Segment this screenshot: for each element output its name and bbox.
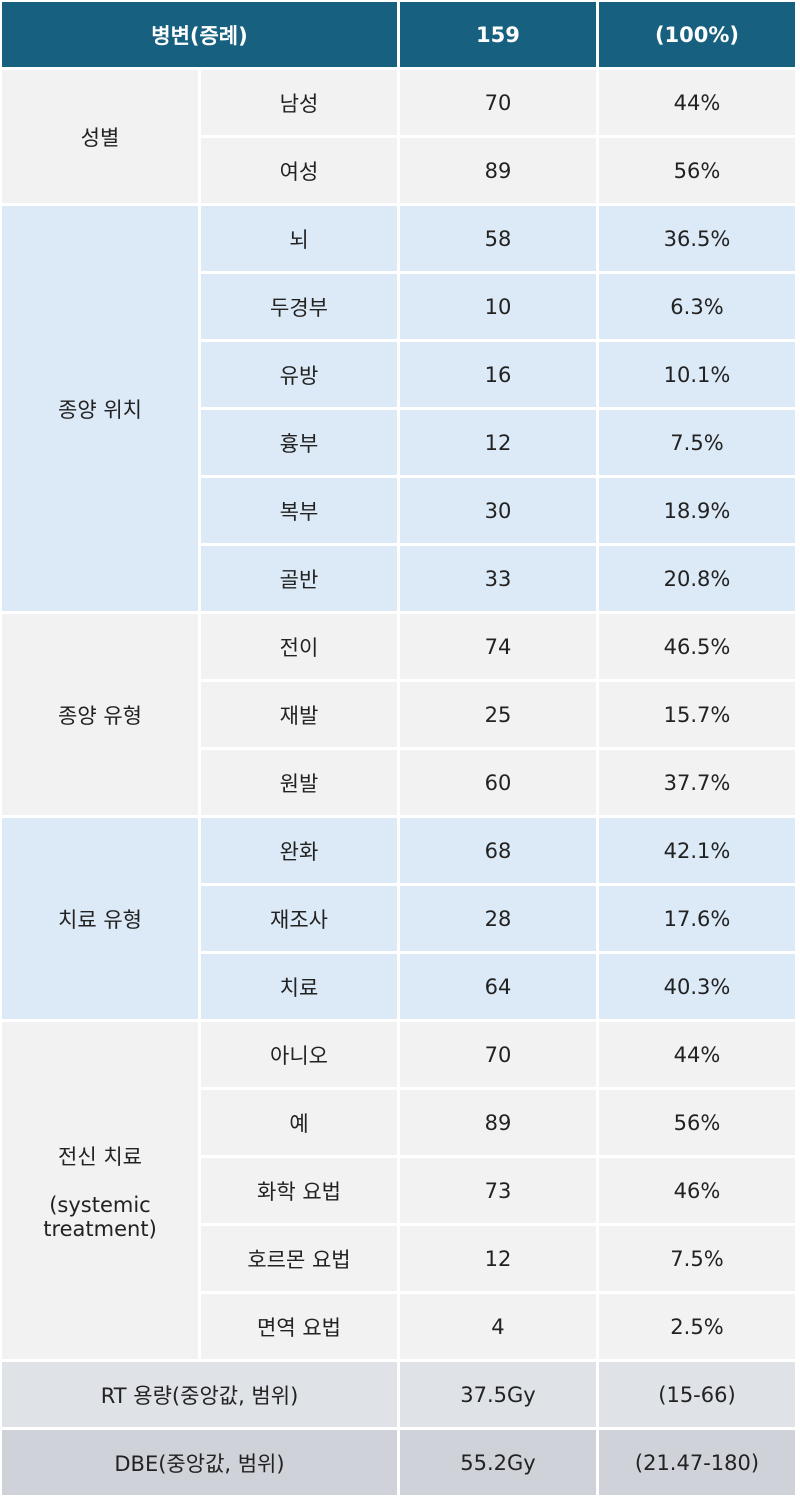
group-label-tumor-site: 종양 위치 — [2, 206, 198, 611]
group-label-english: (systemic treatment) — [43, 1192, 157, 1241]
row-sub-label: 화학 요법 — [200, 1158, 397, 1223]
table-row: 원발 60 37.7% — [2, 750, 795, 815]
row-sub-label: 유방 — [200, 342, 397, 407]
row-percent: 18.9% — [598, 478, 795, 543]
row-sub-label: 재조사 — [200, 886, 397, 951]
row-sub-label: 흉부 — [200, 410, 397, 475]
row-percent: 46.5% — [598, 614, 795, 679]
row-count: 68 — [399, 818, 596, 883]
row-sub-label: 여성 — [200, 138, 397, 203]
table-row: 두경부 10 6.3% — [2, 274, 795, 339]
row-count: 89 — [399, 138, 596, 203]
row-count: 74 — [399, 614, 596, 679]
row-sub-label: 완화 — [200, 818, 397, 883]
row-percent: 17.6% — [598, 886, 795, 951]
row-sub-label: 치료 — [200, 954, 397, 1019]
table-row: 유방 16 10.1% — [2, 342, 795, 407]
row-count: 70 — [399, 1022, 596, 1087]
table-row: 종양 위치 뇌 58 36.5% — [2, 206, 795, 611]
row-percent: 44% — [598, 70, 795, 135]
rt-dose-range: (15-66) — [598, 1362, 795, 1427]
row-sub-label: 호르몬 요법 — [200, 1226, 397, 1291]
row-sub-label: 예 — [200, 1090, 397, 1155]
group-label-systemic-treatment: 전신 치료 (systemic treatment) — [2, 1022, 198, 1359]
row-sub-label: 아니오 — [200, 1022, 397, 1087]
row-percent: 2.5% — [598, 1294, 795, 1359]
row-percent: 6.3% — [598, 274, 795, 339]
table-row: 예 89 56% — [2, 1090, 795, 1155]
header-total-percent: (100%) — [598, 2, 795, 67]
row-count: 12 — [399, 1226, 596, 1291]
table-row: 전신 치료 (systemic treatment) 아니오 70 44% — [2, 1022, 795, 1359]
table-row: 재발 25 15.7% — [2, 682, 795, 747]
row-sub-label: 원발 — [200, 750, 397, 815]
row-percent: 42.1% — [598, 818, 795, 883]
row-sub-label: 재발 — [200, 682, 397, 747]
row-count: 16 — [399, 342, 596, 407]
row-sub-label: 뇌 — [200, 206, 397, 271]
header-total-count: 159 — [399, 2, 596, 67]
table-row: 흉부 12 7.5% — [2, 410, 795, 475]
group-label-tumor-type: 종양 유형 — [2, 614, 198, 815]
table-row: 재조사 28 17.6% — [2, 886, 795, 951]
header-lesion-cases: 병변(증례) — [2, 2, 397, 67]
table-row: 화학 요법 73 46% — [2, 1158, 795, 1223]
row-count: 28 — [399, 886, 596, 951]
row-count: 10 — [399, 274, 596, 339]
rt-dose-label: RT 용량(중앙값, 범위) — [2, 1362, 397, 1427]
table-row: 골반 33 20.8% — [2, 546, 795, 611]
group-label-main: 전신 치료 — [58, 1144, 142, 1169]
row-sub-label: 골반 — [200, 546, 397, 611]
row-percent: 46% — [598, 1158, 795, 1223]
row-sub-label: 두경부 — [200, 274, 397, 339]
dbe-range: (21.47-180) — [598, 1430, 795, 1495]
table-row: 호르몬 요법 12 7.5% — [2, 1226, 795, 1291]
row-percent: 20.8% — [598, 546, 795, 611]
table-row: 성별 남성 70 44% — [2, 70, 795, 203]
group-label-sex: 성별 — [2, 70, 198, 203]
row-count: 64 — [399, 954, 596, 1019]
row-percent: 56% — [598, 138, 795, 203]
row-count: 4 — [399, 1294, 596, 1359]
row-count: 89 — [399, 1090, 596, 1155]
table-row: 복부 30 18.9% — [2, 478, 795, 543]
row-sub-label: 전이 — [200, 614, 397, 679]
row-percent: 36.5% — [598, 206, 795, 271]
row-percent: 40.3% — [598, 954, 795, 1019]
row-percent: 10.1% — [598, 342, 795, 407]
row-percent: 7.5% — [598, 410, 795, 475]
table-row: 여성 89 56% — [2, 138, 795, 203]
dbe-row: DBE(중앙값, 범위) 55.2Gy (21.47-180) — [2, 1430, 795, 1495]
row-percent: 15.7% — [598, 682, 795, 747]
row-percent: 44% — [598, 1022, 795, 1087]
rt-dose-row: RT 용량(중앙값, 범위) 37.5Gy (15-66) — [2, 1362, 795, 1427]
row-sub-label: 면역 요법 — [200, 1294, 397, 1359]
row-count: 73 — [399, 1158, 596, 1223]
row-percent: 37.7% — [598, 750, 795, 815]
table-row: 치료 64 40.3% — [2, 954, 795, 1019]
row-count: 60 — [399, 750, 596, 815]
row-count: 70 — [399, 70, 596, 135]
table-header-row: 병변(증례) 159 (100%) — [2, 2, 795, 67]
dbe-label: DBE(중앙값, 범위) — [2, 1430, 397, 1495]
row-count: 58 — [399, 206, 596, 271]
row-count: 12 — [399, 410, 596, 475]
row-count: 33 — [399, 546, 596, 611]
row-count: 25 — [399, 682, 596, 747]
table-row: 면역 요법 4 2.5% — [2, 1294, 795, 1359]
row-count: 30 — [399, 478, 596, 543]
row-sub-label: 복부 — [200, 478, 397, 543]
table-row: 종양 유형 전이 74 46.5% — [2, 614, 795, 815]
dbe-value: 55.2Gy — [399, 1430, 596, 1495]
row-percent: 7.5% — [598, 1226, 795, 1291]
rt-dose-value: 37.5Gy — [399, 1362, 596, 1427]
group-label-treatment-type: 치료 유형 — [2, 818, 198, 1019]
row-sub-label: 남성 — [200, 70, 397, 135]
row-percent: 56% — [598, 1090, 795, 1155]
table-row: 치료 유형 완화 68 42.1% — [2, 818, 795, 1019]
